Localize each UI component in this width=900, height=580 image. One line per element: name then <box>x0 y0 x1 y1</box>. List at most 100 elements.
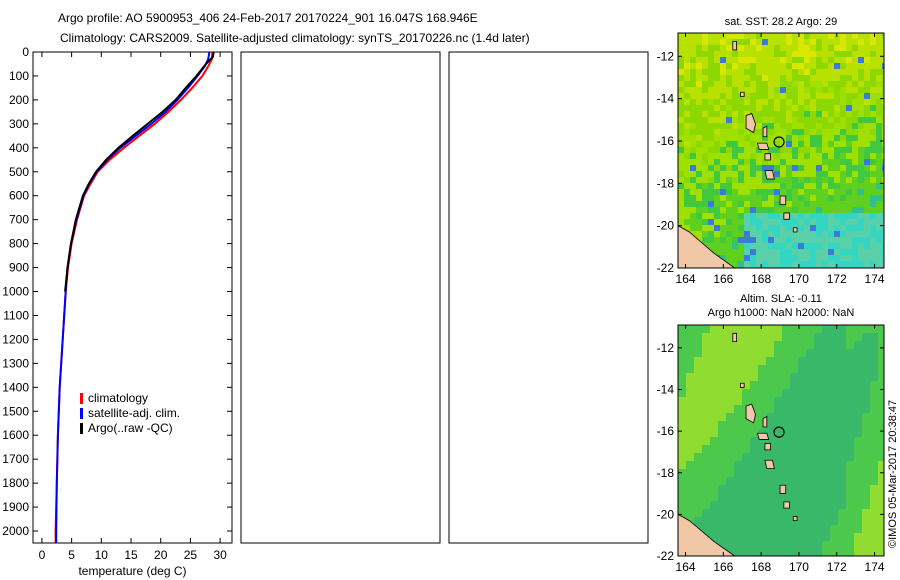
map-cell <box>726 165 732 171</box>
map-cell <box>732 153 738 159</box>
map-cell <box>786 81 792 87</box>
map-cell <box>790 349 798 357</box>
map-cell <box>862 453 870 461</box>
map-cell <box>738 81 744 87</box>
map-cell <box>756 237 762 243</box>
map-cell <box>846 477 854 485</box>
map-cell <box>742 429 750 437</box>
map-cell <box>742 469 750 477</box>
map-cell <box>756 213 762 219</box>
map-cell <box>804 99 810 105</box>
map-cell <box>854 485 862 493</box>
map-cell <box>864 213 870 219</box>
map-cell <box>852 177 858 183</box>
map-cell <box>798 63 804 69</box>
map-cell <box>678 381 686 389</box>
map-cell <box>768 165 774 171</box>
map-cell <box>876 189 882 195</box>
island-shape <box>739 382 745 388</box>
y-tick-label: -18 <box>657 466 675 480</box>
map-cell <box>758 325 766 333</box>
map-cell <box>708 177 714 183</box>
map-cell <box>782 541 790 549</box>
map-cell <box>814 461 822 469</box>
map-cell <box>870 99 876 105</box>
map-cell <box>774 231 780 237</box>
map-cell <box>780 243 786 249</box>
map-cell <box>798 141 804 147</box>
map-cell <box>816 261 822 267</box>
map-cell <box>710 341 718 349</box>
map-cell <box>734 349 742 357</box>
map-cell <box>732 207 738 213</box>
map-cell <box>714 237 720 243</box>
map-cell <box>830 525 838 533</box>
map-cell <box>708 123 714 129</box>
map-cell <box>696 39 702 45</box>
map-cell <box>696 165 702 171</box>
map-cell <box>854 333 862 341</box>
map-cell <box>714 141 720 147</box>
map-cell <box>862 421 870 429</box>
map-cell <box>768 45 774 51</box>
island-shape <box>745 112 756 134</box>
map-cell <box>814 397 822 405</box>
map-cell <box>858 51 864 57</box>
map-cell <box>768 231 774 237</box>
map-cell <box>738 219 744 225</box>
map-cell <box>768 219 774 225</box>
map-cell <box>738 147 744 153</box>
map-cell <box>702 485 710 493</box>
map-cell <box>684 201 690 207</box>
map-cell <box>708 129 714 135</box>
map-cell <box>690 57 696 63</box>
map-frame <box>677 32 885 269</box>
map-cell <box>718 461 726 469</box>
map-cell <box>732 129 738 135</box>
map-cell <box>782 405 790 413</box>
map-cell <box>792 123 798 129</box>
map-cell <box>738 159 744 165</box>
map-cell <box>878 485 884 493</box>
map-cell <box>782 429 790 437</box>
map-cell <box>718 525 726 533</box>
map-cell <box>882 135 884 141</box>
map-cell <box>742 373 750 381</box>
map-cell <box>744 213 750 219</box>
map-cell <box>758 373 766 381</box>
map-cell <box>852 57 858 63</box>
map-cell <box>726 177 732 183</box>
map-cell <box>702 231 708 237</box>
panel-temperature: 0100200300400500600700800900100011001200… <box>2 45 233 578</box>
map-cell <box>686 445 694 453</box>
map-cell <box>766 365 774 373</box>
map-cell <box>798 171 804 177</box>
map-cell <box>750 453 758 461</box>
map-cell <box>702 195 708 201</box>
island-shape <box>779 484 787 494</box>
map-cell <box>870 171 876 177</box>
map-cell <box>846 81 852 87</box>
map-cell <box>702 39 708 45</box>
map-cell <box>750 509 758 517</box>
map-cell <box>840 153 846 159</box>
map-cell <box>714 75 720 81</box>
map-cell <box>780 255 786 261</box>
plots-group: 0100200300400500600700800900100011001200… <box>2 16 885 578</box>
map-cell <box>768 105 774 111</box>
map-cell <box>810 135 816 141</box>
map-cell <box>720 213 726 219</box>
map-cell <box>690 183 696 189</box>
map-cell <box>870 397 878 405</box>
map-cell <box>756 147 762 153</box>
map-cell <box>774 237 780 243</box>
map-cell <box>766 357 774 365</box>
y-tick-label: -14 <box>657 92 675 106</box>
island-shape <box>756 432 770 440</box>
map-cell <box>708 135 714 141</box>
map-cell <box>870 45 876 51</box>
map-cell <box>804 117 810 123</box>
map-frame <box>677 324 885 557</box>
map-cell <box>854 365 862 373</box>
map-cell <box>840 147 846 153</box>
